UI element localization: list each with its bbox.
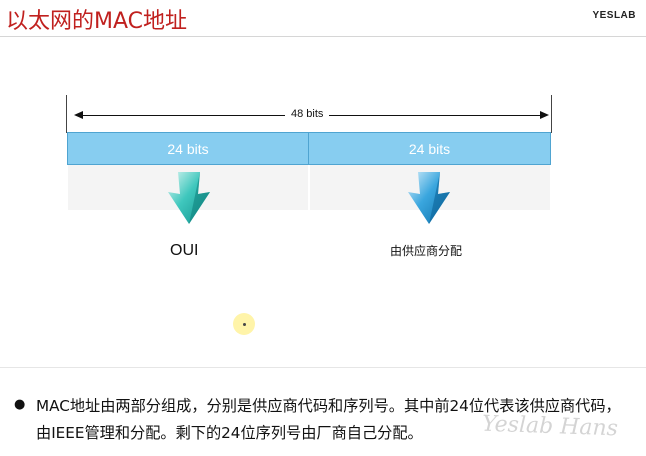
- page-title: 以太网的MAC地址: [6, 9, 188, 34]
- down-arrow-icon: [408, 172, 450, 224]
- bullet-icon: ●: [14, 397, 26, 412]
- description-text: MAC地址由两部分组成，分别是供应商代码和序列号。其中前24位代表该供应商代码，…: [36, 397, 621, 442]
- total-bits-label: 48 bits: [285, 108, 330, 120]
- brand-logo: YESLAB: [592, 10, 636, 21]
- header-divider: [0, 36, 646, 37]
- arrow-right-icon: [540, 111, 549, 119]
- right-tick: [551, 95, 552, 133]
- left-tick: [66, 95, 67, 133]
- down-arrow-icon: [168, 172, 210, 224]
- vendor-caption: 由供应商分配: [390, 244, 463, 258]
- vendor-segment: 24 bits: [308, 132, 551, 165]
- watermark: Yeslab Hans: [481, 411, 619, 442]
- oui-segment: 24 bits: [67, 132, 309, 165]
- footer-divider: [0, 367, 646, 368]
- pointer-highlight: [233, 313, 255, 335]
- oui-caption: OUI: [170, 242, 199, 259]
- arrow-left-icon: [74, 111, 83, 119]
